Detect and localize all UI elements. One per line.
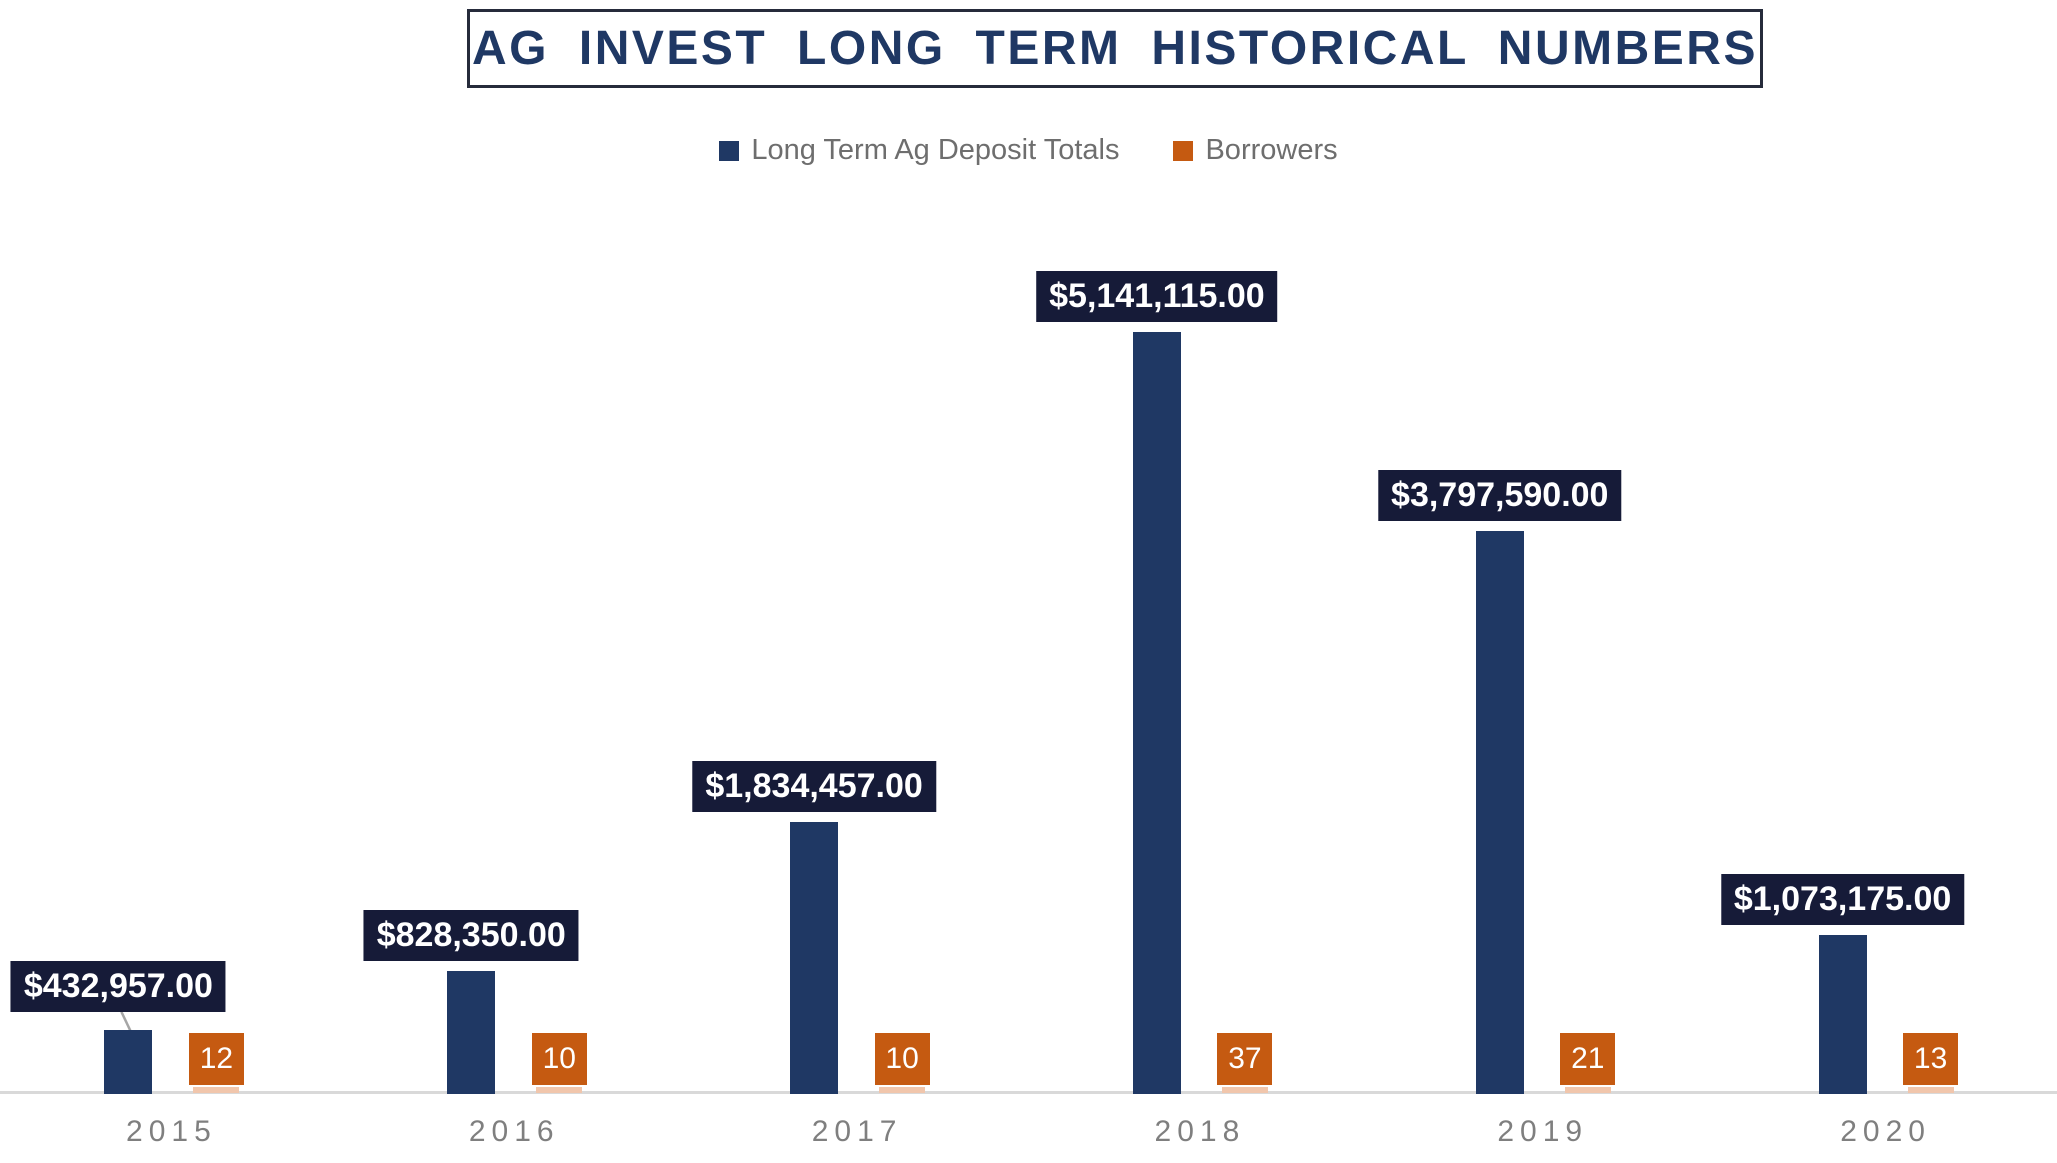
borrowers-bar [1564, 1087, 1611, 1093]
legend-item-borrowers: Borrowers [1173, 134, 1338, 167]
deposit-value-label: $432,957.00 [10, 960, 226, 1012]
deposit-value-label: $1,834,457.00 [692, 761, 936, 813]
deposit-bar [1818, 934, 1867, 1094]
borrowers-bar [1907, 1087, 1954, 1093]
borrowers-bar [536, 1087, 583, 1093]
orange-square-icon [1173, 140, 1194, 161]
deposit-value-label: $828,350.00 [363, 910, 579, 962]
navy-square-icon [719, 140, 740, 161]
x-axis-label: 2019 [1497, 1115, 1589, 1148]
x-axis-line [0, 1091, 2057, 1094]
deposit-bar [1132, 332, 1181, 1094]
x-axis-label: 2018 [1154, 1115, 1246, 1148]
borrowers-count-badge: 10 [531, 1033, 587, 1085]
deposit-bar [104, 1029, 153, 1094]
legend-label-deposits: Long Term Ag Deposit Totals [751, 134, 1120, 166]
borrowers-bar [193, 1087, 240, 1093]
chart-title-box: AG INVEST LONG TERM HISTORICAL NUMBERS [467, 9, 1763, 88]
chart-title: AG INVEST LONG TERM HISTORICAL NUMBERS [472, 22, 1758, 75]
legend-item-deposits: Long Term Ag Deposit Totals [719, 134, 1119, 167]
x-axis-label: 2016 [468, 1115, 560, 1148]
borrowers-bar [879, 1087, 926, 1093]
deposit-bar [447, 971, 496, 1094]
label-leader-line [120, 1011, 132, 1032]
deposit-bar [790, 822, 839, 1094]
deposit-bar [1475, 531, 1524, 1094]
x-axis-label: 2017 [811, 1115, 903, 1148]
borrowers-count-badge: 10 [874, 1033, 930, 1085]
deposit-value-label: $1,073,175.00 [1720, 873, 1965, 925]
deposit-value-label: $5,141,115.00 [1036, 271, 1278, 322]
legend: Long Term Ag Deposit Totals Borrowers [0, 134, 2057, 167]
legend-label-borrowers: Borrowers [1205, 134, 1338, 166]
borrowers-count-badge: 37 [1217, 1033, 1273, 1085]
borrowers-bar [1221, 1087, 1268, 1093]
deposit-value-label: $3,797,590.00 [1378, 470, 1622, 522]
x-axis-label: 2015 [126, 1115, 217, 1148]
borrowers-count-badge: 13 [1903, 1033, 1959, 1085]
borrowers-count-badge: 12 [188, 1033, 244, 1085]
borrowers-count-badge: 21 [1560, 1033, 1616, 1085]
x-axis-label: 2020 [1840, 1115, 1931, 1148]
